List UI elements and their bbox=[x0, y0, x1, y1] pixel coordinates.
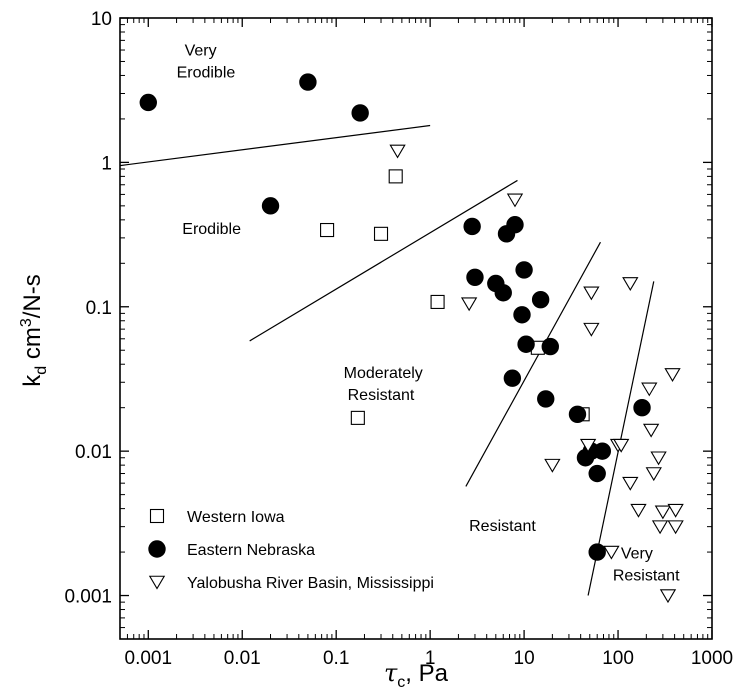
x-tick-label: 1000 bbox=[691, 648, 733, 669]
point-yalobusha-river-basin-mississippi bbox=[667, 503, 684, 518]
x-tick-label: 1 bbox=[425, 648, 436, 669]
point-eastern-nebraska bbox=[568, 405, 587, 423]
point-yalobusha-river-basin-mississippi bbox=[641, 382, 658, 397]
y-tick-label: 0.01 bbox=[75, 442, 112, 463]
point-eastern-nebraska bbox=[515, 261, 533, 279]
point-yalobusha-river-basin-mississippi bbox=[667, 520, 684, 535]
point-eastern-nebraska bbox=[588, 543, 606, 561]
point-yalobusha-river-basin-mississippi bbox=[579, 438, 597, 453]
point-western-iowa bbox=[350, 410, 365, 425]
y-tick-label: 0.001 bbox=[64, 587, 112, 608]
point-eastern-nebraska bbox=[261, 197, 280, 215]
legend-label-eastern-nebraska: Eastern Nebraska bbox=[187, 542, 315, 559]
data-points bbox=[139, 73, 684, 604]
region-annotations: Very Erodible Erodible Moderately Resistant R… bbox=[177, 42, 681, 584]
x-tick-label: 10 bbox=[514, 648, 535, 669]
point-yalobusha-river-basin-mississippi bbox=[642, 423, 660, 438]
legend-marker-yalobusha-river-basin-mississippi bbox=[148, 575, 166, 590]
x-axis-title: τc, Pa bbox=[384, 659, 449, 691]
boundary-lines bbox=[119, 124, 655, 596]
boundary-line-resistant-very-resistant bbox=[587, 281, 655, 596]
legend-label-western-iowa: Western Iowa bbox=[187, 509, 285, 526]
boundary-line-very-erodible-erodible bbox=[119, 124, 431, 167]
point-eastern-nebraska bbox=[513, 306, 531, 324]
legend-label-yalobusha-river-basin-mississippi: Yalobusha River Basin, Mississippi bbox=[187, 575, 434, 592]
point-eastern-nebraska bbox=[633, 398, 651, 417]
annotation-very-erodible: Very Erodible bbox=[177, 42, 236, 81]
point-yalobusha-river-basin-mississippi bbox=[659, 589, 677, 604]
point-western-iowa bbox=[373, 226, 389, 241]
point-eastern-nebraska bbox=[503, 369, 522, 387]
y-tick-label: 0.1 bbox=[86, 298, 112, 319]
point-western-iowa bbox=[430, 294, 445, 309]
point-yalobusha-river-basin-mississippi bbox=[651, 520, 669, 535]
boundary-line-erodible-moderately-resistant bbox=[249, 179, 518, 342]
y-axis-title: kd cm3/N-s bbox=[18, 274, 50, 386]
point-eastern-nebraska bbox=[494, 284, 512, 302]
point-eastern-nebraska bbox=[517, 335, 535, 353]
point-yalobusha-river-basin-mississippi bbox=[506, 193, 524, 208]
point-western-iowa bbox=[388, 169, 403, 184]
point-eastern-nebraska bbox=[351, 104, 369, 122]
x-tick-label: 0.001 bbox=[125, 648, 173, 669]
point-yalobusha-river-basin-mississippi bbox=[645, 467, 662, 482]
point-eastern-nebraska bbox=[463, 217, 481, 236]
legend-marker-western-iowa bbox=[149, 508, 165, 524]
annotation-erodible: Erodible bbox=[182, 221, 241, 238]
legend: Western Iowa Eastern Nebraska Yalobusha Ri… bbox=[148, 508, 434, 592]
point-western-iowa bbox=[320, 222, 335, 238]
point-eastern-nebraska bbox=[506, 216, 524, 234]
point-yalobusha-river-basin-mississippi bbox=[664, 368, 681, 382]
point-eastern-nebraska bbox=[588, 464, 606, 483]
annotation-very-resistant: Very Resistant bbox=[613, 546, 680, 585]
y-tick-label: 10 bbox=[91, 9, 112, 30]
point-yalobusha-river-basin-mississippi bbox=[583, 286, 600, 301]
point-yalobusha-river-basin-mississippi bbox=[583, 322, 600, 337]
x-tick-label: 0.01 bbox=[224, 648, 261, 669]
point-yalobusha-river-basin-mississippi bbox=[630, 503, 647, 518]
y-tick-label: 1 bbox=[101, 153, 112, 174]
point-eastern-nebraska bbox=[593, 442, 612, 460]
legend-marker-eastern-nebraska bbox=[148, 540, 166, 558]
point-yalobusha-river-basin-mississippi bbox=[654, 505, 672, 520]
point-eastern-nebraska bbox=[466, 268, 484, 286]
point-eastern-nebraska bbox=[139, 93, 157, 112]
annotation-resistant: Resistant bbox=[469, 518, 536, 535]
boundary-line-moderately-resistant-resistant bbox=[465, 241, 601, 487]
point-eastern-nebraska bbox=[541, 337, 559, 356]
annotation-moderately-resistant: Moderately Resistant bbox=[344, 365, 423, 404]
point-yalobusha-river-basin-mississippi bbox=[622, 277, 639, 292]
point-eastern-nebraska bbox=[531, 290, 550, 309]
point-yalobusha-river-basin-mississippi bbox=[622, 476, 639, 491]
point-eastern-nebraska bbox=[299, 73, 317, 91]
point-yalobusha-river-basin-mississippi bbox=[460, 297, 478, 312]
point-eastern-nebraska bbox=[537, 390, 555, 408]
point-yalobusha-river-basin-mississippi bbox=[603, 545, 620, 560]
point-yalobusha-river-basin-mississippi bbox=[650, 451, 667, 466]
x-tick-label: 0.1 bbox=[323, 648, 349, 669]
point-yalobusha-river-basin-mississippi bbox=[613, 438, 630, 453]
point-yalobusha-river-basin-mississippi bbox=[389, 144, 406, 159]
x-tick-label: 100 bbox=[602, 648, 634, 669]
point-yalobusha-river-basin-mississippi bbox=[544, 458, 561, 473]
